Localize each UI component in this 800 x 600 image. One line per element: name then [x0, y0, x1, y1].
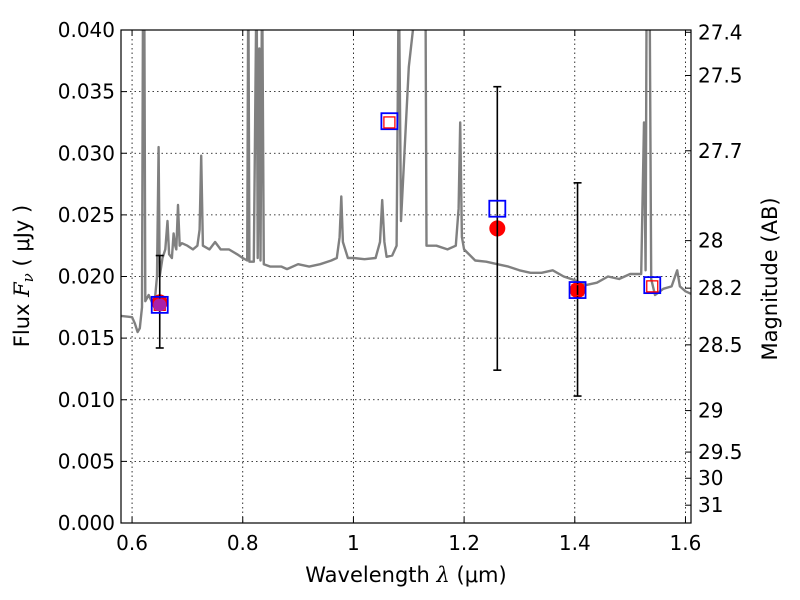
model-flux-square — [488, 199, 507, 218]
model-spectrum — [121, 30, 691, 334]
y-tick-label: 0.030 — [58, 141, 115, 165]
spectrum-line — [121, 30, 691, 334]
y-tick-label: 0.040 — [58, 18, 115, 42]
x-tick-label: 1.6 — [670, 531, 702, 555]
combined-flux-point — [153, 298, 167, 312]
magnitude-tick-label: 27.7 — [698, 139, 743, 163]
magnitude-tick-label: 28.5 — [698, 333, 743, 357]
x-tick-label: 0.8 — [227, 531, 259, 555]
magnitude-tick-label: 28.2 — [698, 276, 743, 300]
y-tick-label: 0.020 — [58, 265, 115, 289]
magnitude-tick-label: 30 — [698, 466, 723, 490]
x-tick-label: 1 — [347, 531, 360, 555]
y-tick-label: 0.000 — [58, 511, 115, 535]
magnitude-tick-label: 31 — [698, 493, 723, 517]
y-tick-label: 0.010 — [58, 388, 115, 412]
y-tick-label: 0.025 — [58, 203, 115, 227]
x-axis-label: Wavelength λ (μm) — [305, 563, 506, 587]
model-flux-square — [568, 281, 587, 299]
magnitude-tick-label: 29 — [698, 399, 723, 423]
magnitude-tick-label: 27.5 — [698, 63, 743, 87]
magnitude-tick-label: 27.4 — [698, 20, 743, 44]
y-tick-label: 0.005 — [58, 449, 115, 473]
y-tick-label: 0.015 — [58, 326, 115, 350]
x-tick-label: 1.2 — [448, 531, 480, 555]
photometry-markers — [150, 85, 662, 397]
x-tick-label: 1.4 — [559, 531, 591, 555]
magnitude-tick-label: 28 — [698, 229, 723, 253]
synthetic-flux-square — [646, 280, 659, 293]
synthetic-flux-square — [383, 116, 396, 129]
x-tick-label: 0.6 — [116, 531, 148, 555]
model-flux-square — [150, 295, 169, 314]
model-flux-square — [380, 112, 399, 131]
magnitude-axis-label: Magnitude (AB) — [758, 197, 782, 360]
magnitude-tick-label: 29.5 — [698, 440, 743, 464]
model-flux-square — [643, 276, 662, 295]
y-tick-label: 0.035 — [58, 80, 115, 104]
axis-ticks: 0.6 0.8 1 1.2 1.4 1.6 0.000 0.005 0.010 0.015 0.02… — [58, 18, 743, 555]
y-axis-label: Flux Fν ( μJy ) — [10, 205, 37, 347]
synthetic-flux-square — [571, 283, 584, 297]
